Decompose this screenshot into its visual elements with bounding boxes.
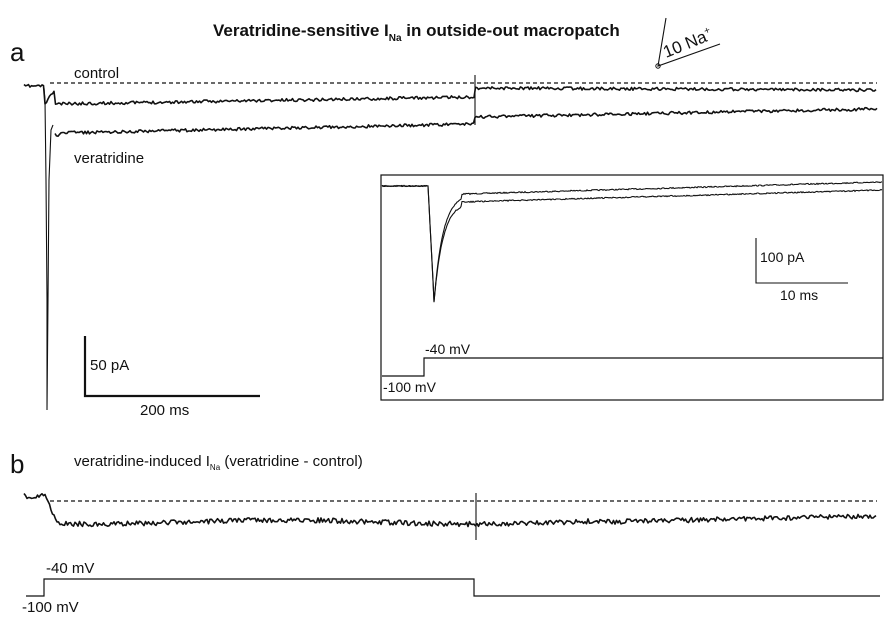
capacitive-transient (43, 87, 54, 411)
control-label: control (74, 65, 119, 82)
inset-scale-bar (755, 238, 848, 284)
veratridine-trace (54, 106, 878, 137)
panel-a-letter: a (10, 37, 25, 67)
difference-trace (23, 493, 877, 528)
inset-panel: 100 pA 10 ms -40 mV -100 mV (380, 174, 884, 401)
scale-current-label: 50 pA (90, 357, 129, 374)
veratridine-label: veratridine (74, 150, 144, 167)
inset-veratridine-trace (381, 184, 883, 302)
panel-b-voltage-protocol (26, 578, 880, 597)
inset-hold-label: -100 mV (383, 379, 437, 395)
inset-step-label: -40 mV (425, 341, 471, 357)
scale-bar (83, 336, 260, 398)
pipette-label-superscript: + (702, 25, 712, 37)
inset-control-trace (381, 181, 883, 303)
panel-b-letter: b (10, 449, 24, 479)
control-trace (23, 83, 877, 106)
inset-scale-time-label: 10 ms (780, 287, 818, 303)
inset-frame (380, 174, 884, 401)
figure-title: Veratridine-sensitive INa in outside-out… (213, 21, 620, 44)
svg-text:10 Na+: 10 Na+ (660, 25, 715, 62)
panel-b-step-label: -40 mV (46, 560, 94, 577)
panel-b-hold-label: -100 mV (22, 599, 79, 616)
pipette-icon: 10 Na+ (655, 17, 721, 69)
inset-voltage-protocol (382, 357, 883, 377)
inset-scale-current-label: 100 pA (760, 249, 805, 265)
scale-time-label: 200 ms (140, 402, 189, 419)
panel-b-label: veratridine-induced INa (veratridine - c… (74, 453, 363, 472)
